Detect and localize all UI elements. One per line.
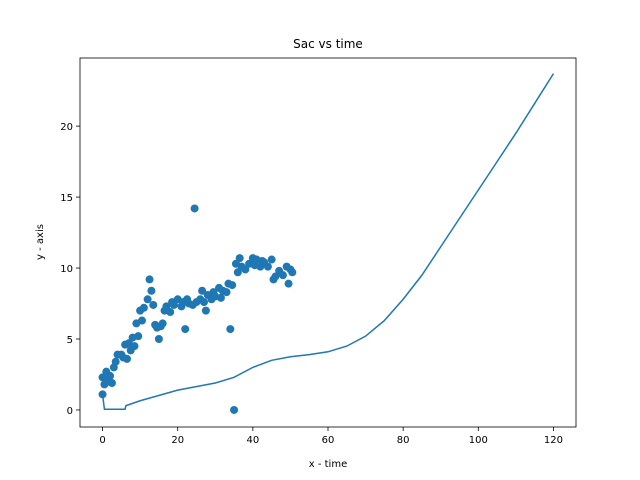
chart-title: Sac vs time xyxy=(293,37,363,51)
x-tick-label: 120 xyxy=(544,435,563,446)
scatter-point xyxy=(271,272,280,281)
scatter-point xyxy=(263,262,272,271)
scatter-point xyxy=(201,306,210,315)
scatter-point xyxy=(107,379,116,388)
scatter-point xyxy=(122,354,131,363)
scatter-point xyxy=(166,308,175,317)
scatter-point xyxy=(228,281,237,290)
y-tick-label: 10 xyxy=(60,264,73,275)
y-tick-label: 5 xyxy=(67,335,73,346)
x-tick-label: 40 xyxy=(246,435,259,446)
scatter-point xyxy=(216,293,225,302)
scatter-point xyxy=(233,268,242,277)
scatter-point xyxy=(169,300,178,309)
x-axis-label: x - time xyxy=(309,459,347,470)
scatter-point xyxy=(145,275,154,284)
x-tick-label: 100 xyxy=(469,435,488,446)
scatter-point xyxy=(284,279,293,288)
scatter-point xyxy=(154,335,163,344)
scatter-point xyxy=(181,325,190,334)
scatter-point xyxy=(134,332,143,341)
scatter-point xyxy=(267,255,276,264)
x-tick-label: 0 xyxy=(99,435,105,446)
scatter-point xyxy=(111,357,120,366)
scatter-point xyxy=(143,295,152,304)
line xyxy=(101,73,555,411)
x-tick-label: 20 xyxy=(171,435,184,446)
scatter-point xyxy=(235,254,244,263)
scatter-point xyxy=(130,342,139,351)
scatter-point xyxy=(98,373,107,382)
scatter-point xyxy=(147,286,156,295)
scatter-point xyxy=(230,405,239,414)
y-axis-label: y - axis xyxy=(35,224,46,260)
scatter-point xyxy=(226,325,235,334)
scatter-point xyxy=(139,303,148,312)
scatter-point xyxy=(198,286,207,295)
scatter-point xyxy=(288,268,297,277)
scatter-point xyxy=(190,204,199,213)
scatter-point xyxy=(106,371,115,380)
scatter-point xyxy=(158,319,167,328)
scatter-point xyxy=(241,265,250,274)
x-tick-label: 80 xyxy=(397,435,410,446)
x-tick-label: 60 xyxy=(322,435,335,446)
y-tick-label: 15 xyxy=(60,193,73,204)
scatter-point xyxy=(200,298,208,307)
plot-frame xyxy=(79,57,577,428)
scatter-point xyxy=(138,316,146,325)
y-tick-label: 20 xyxy=(60,122,73,133)
scatter-point xyxy=(162,302,171,311)
scatter-point xyxy=(278,271,287,280)
scatter-point xyxy=(222,288,231,297)
y-tick-label: 0 xyxy=(67,406,73,417)
scatter-point xyxy=(149,300,158,309)
